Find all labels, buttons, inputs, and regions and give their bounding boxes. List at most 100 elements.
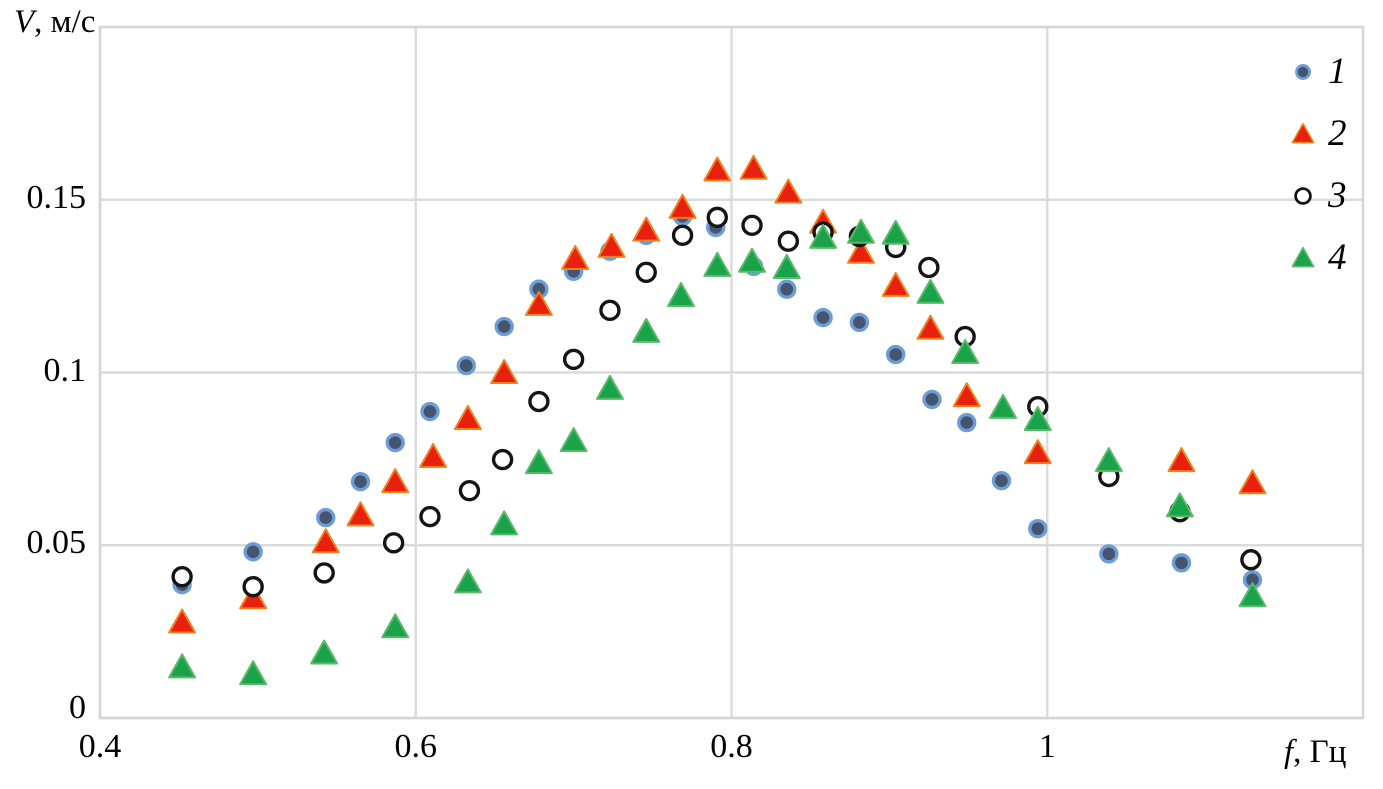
- series4-point: [846, 218, 875, 244]
- legend-item-series-2: 2: [1288, 102, 1347, 164]
- legend-triangle-icon: [1291, 246, 1315, 268]
- series3-point: [242, 576, 264, 598]
- series1-point: [1099, 544, 1119, 564]
- series4-point: [738, 247, 767, 273]
- series4-point: [559, 427, 588, 453]
- series1-point: [1171, 553, 1192, 573]
- series3-point: [458, 479, 481, 502]
- series3-point: [918, 256, 940, 279]
- series3-point: [777, 230, 800, 252]
- y-tick-label: 0.15: [26, 178, 87, 216]
- series4-point: [809, 223, 838, 249]
- series1-point: [777, 279, 797, 299]
- y-tick-label: 0.05: [26, 524, 87, 562]
- series3-point: [706, 206, 728, 229]
- series4-point: [453, 568, 482, 594]
- series4-point: [168, 653, 197, 679]
- series4-point: [595, 374, 624, 400]
- series3-point: [171, 565, 193, 588]
- series2-point: [1238, 469, 1267, 495]
- series2-point: [346, 501, 375, 527]
- series2-point: [453, 404, 482, 430]
- x-tick-label: 0.8: [710, 728, 753, 765]
- series4-point: [1023, 405, 1052, 431]
- series4-point: [703, 251, 732, 277]
- x-tick-label: 1: [1038, 728, 1056, 765]
- legend-label: 2: [1328, 112, 1347, 154]
- series1-point: [1028, 518, 1048, 539]
- series1-point: [849, 312, 870, 333]
- series2-point: [668, 193, 697, 219]
- series1-point: [991, 470, 1012, 491]
- legend-label: 4: [1328, 236, 1347, 278]
- x-tick-label: 0.6: [394, 728, 438, 765]
- series2-point: [561, 244, 590, 270]
- series4-point: [1238, 582, 1267, 608]
- series4-point: [916, 278, 945, 304]
- series2-point: [739, 154, 768, 180]
- legend-open-circle-icon: [1294, 187, 1312, 205]
- series4-point: [524, 449, 553, 475]
- y-axis-title: V, м/с: [14, 4, 95, 41]
- legend-item-series-4: 4: [1288, 226, 1347, 288]
- series2-point: [597, 232, 626, 258]
- legend-label: 1: [1328, 50, 1347, 92]
- series3-point: [599, 299, 621, 322]
- series1-point: [350, 471, 371, 492]
- series2-point: [311, 528, 340, 554]
- x-axis-units: , Гц: [1293, 734, 1347, 770]
- series2-point: [916, 314, 945, 340]
- series4-point: [772, 253, 801, 279]
- series4-point: [989, 393, 1018, 419]
- series2-point: [881, 271, 910, 297]
- series4-point: [1165, 492, 1194, 518]
- series1-point: [420, 401, 440, 422]
- series2-point: [1167, 447, 1196, 473]
- triangle-marker-icon: [1291, 122, 1315, 144]
- legend-item-series-1: 1: [1288, 40, 1347, 102]
- series1-point: [922, 389, 942, 410]
- series1-point: [243, 542, 263, 562]
- series1-point: [885, 344, 906, 365]
- legend-item-series-3: 3: [1288, 164, 1347, 226]
- x-tick-label: 0.4: [78, 728, 122, 765]
- series4-point: [310, 639, 339, 665]
- series4-point: [881, 219, 910, 245]
- series4-point: [490, 510, 519, 536]
- series3-point: [382, 532, 405, 554]
- series2-point: [703, 156, 732, 182]
- series3-point: [671, 224, 694, 247]
- x-axis-title: f, Гц: [1284, 734, 1346, 771]
- y-tick-label: 0: [69, 689, 86, 727]
- y-tick-label: 0.1: [43, 351, 87, 389]
- series3-point: [1240, 549, 1262, 571]
- series3-point: [741, 214, 763, 237]
- series4-point: [381, 613, 410, 639]
- series2-point: [490, 359, 519, 384]
- series2-point: [419, 442, 448, 468]
- series2-point: [952, 382, 981, 408]
- series1-point: [385, 432, 405, 453]
- series1-point: [316, 507, 336, 528]
- series2-point: [632, 216, 661, 242]
- series1-point: [957, 412, 977, 433]
- series2-point: [381, 468, 410, 494]
- series4-point: [632, 317, 661, 343]
- legend: 1 2 3 4: [1288, 40, 1347, 288]
- series3-point: [528, 390, 550, 413]
- open-circle-marker-icon: [1294, 187, 1312, 205]
- y-axis-symbol: V: [14, 4, 35, 40]
- series2-point: [1023, 439, 1052, 465]
- series3-point: [313, 562, 335, 584]
- series2-point: [846, 238, 875, 264]
- triangle-marker-icon: [1291, 246, 1315, 268]
- series3-point: [562, 348, 585, 371]
- legend-triangle-icon: [1291, 122, 1315, 144]
- series1-point: [456, 355, 476, 376]
- series4-point: [1094, 447, 1123, 473]
- series3-point: [635, 261, 657, 284]
- x-axis-symbol: f: [1284, 734, 1294, 770]
- series2-point: [524, 290, 553, 316]
